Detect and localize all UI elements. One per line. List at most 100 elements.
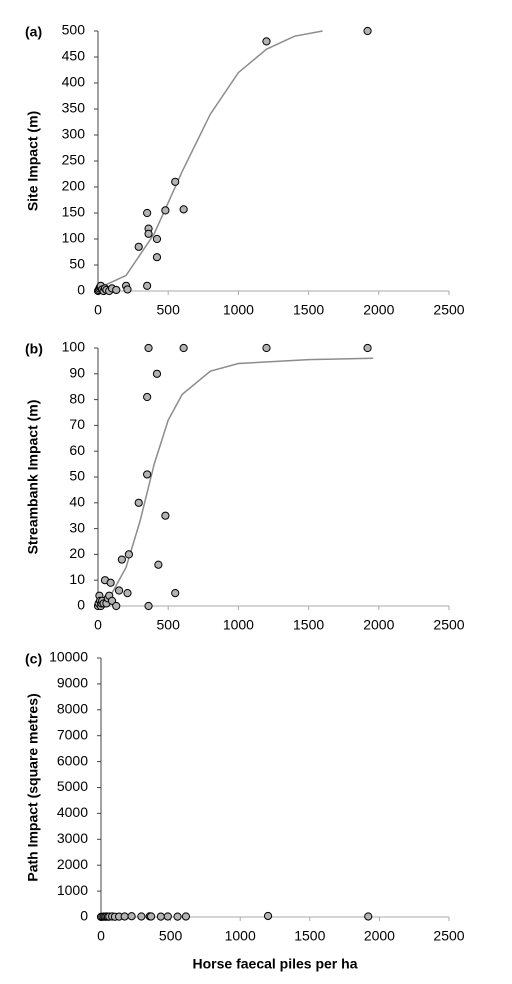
- data-point: [144, 229, 153, 238]
- data-point: [262, 37, 271, 46]
- y-tick-label: 3000: [57, 830, 88, 846]
- x-axis-label: Horse faecal piles per ha: [193, 956, 358, 972]
- fit-curve: [97, 30, 323, 290]
- data-point: [161, 206, 170, 215]
- y-tick-label: 6000: [57, 752, 88, 768]
- x-tick-label: 2500: [433, 928, 464, 944]
- data-point: [171, 589, 180, 598]
- y-tick-label: 0: [77, 282, 85, 298]
- data-point: [179, 343, 188, 353]
- data-point: [173, 912, 182, 921]
- y-tick-label: 150: [62, 204, 86, 220]
- data-point: [112, 601, 121, 611]
- data-point: [114, 586, 124, 595]
- data-point: [152, 253, 162, 262]
- y-tick-label: 350: [62, 100, 86, 116]
- y-tick-label: 500: [62, 22, 86, 38]
- data-point: [143, 470, 152, 479]
- y-axis-label: Streambank Impact (m): [25, 400, 41, 555]
- x-tick-label: 1000: [223, 617, 254, 633]
- y-tick-label: 0: [80, 908, 88, 924]
- data-point: [134, 498, 143, 507]
- y-tick-label: 80: [69, 390, 85, 406]
- x-tick-label: 2000: [363, 617, 394, 633]
- data-point: [152, 234, 162, 244]
- y-tick-label: 100: [62, 230, 86, 246]
- y-tick-label: 30: [69, 519, 85, 535]
- data-point: [179, 205, 188, 214]
- data-point: [262, 343, 271, 353]
- y-axis-label: Site Impact (m): [25, 111, 41, 211]
- y-tick-label: 10: [69, 571, 85, 587]
- y-tick-label: 90: [69, 365, 85, 381]
- x-tick-label: 1000: [223, 302, 254, 318]
- y-axis-label: Path Impact (square metres): [25, 693, 41, 881]
- data-point: [106, 578, 115, 587]
- data-point: [161, 511, 170, 520]
- data-point: [123, 285, 132, 294]
- x-tick-label: 1500: [293, 302, 324, 318]
- data-point: [112, 285, 121, 295]
- data-point: [120, 912, 129, 921]
- y-tick-label: 70: [69, 416, 85, 432]
- y-tick-label: 450: [62, 48, 86, 64]
- x-tick-label: 0: [94, 617, 102, 633]
- data-point: [263, 911, 273, 921]
- y-tick-label: 250: [62, 152, 86, 168]
- y-tick-label: 50: [69, 256, 85, 272]
- x-tick-label: 500: [157, 617, 181, 633]
- panel-label: (c): [25, 651, 42, 667]
- y-tick-label: 60: [69, 442, 85, 458]
- x-tick-label: 2500: [433, 617, 464, 633]
- x-tick-label: 500: [157, 302, 181, 318]
- data-point: [181, 912, 191, 921]
- data-point: [143, 208, 152, 218]
- x-tick-label: 2000: [363, 302, 394, 318]
- y-tick-label: 1000: [57, 882, 88, 898]
- y-tick-label: 10000: [49, 649, 88, 665]
- data-point: [117, 555, 126, 564]
- x-tick-label: 0: [94, 302, 102, 318]
- y-tick-label: 400: [62, 74, 86, 90]
- y-tick-label: 5000: [57, 778, 88, 794]
- data-point: [152, 369, 162, 378]
- x-tick-label: 0: [97, 928, 105, 944]
- data-point: [163, 912, 172, 921]
- data-point: [363, 26, 372, 36]
- data-point: [143, 392, 152, 402]
- y-tick-label: 8000: [57, 701, 88, 717]
- x-tick-label: 1500: [294, 928, 325, 944]
- y-tick-label: 7000: [57, 726, 88, 742]
- data-point: [123, 589, 132, 598]
- x-tick-label: 500: [159, 928, 183, 944]
- y-tick-label: 4000: [57, 804, 88, 820]
- data-point: [147, 912, 156, 921]
- panel-label: (a): [25, 24, 42, 40]
- data-point: [107, 596, 117, 605]
- y-tick-label: 40: [69, 494, 85, 510]
- x-tick-label: 2500: [433, 302, 464, 318]
- data-point: [144, 343, 153, 353]
- y-tick-label: 100: [62, 339, 86, 355]
- y-tick-label: 2000: [57, 856, 88, 872]
- y-tick-label: 20: [69, 545, 85, 561]
- data-point: [127, 912, 136, 921]
- fit-curve: [97, 357, 374, 606]
- data-point: [171, 177, 180, 186]
- data-point: [364, 912, 373, 921]
- data-point: [156, 912, 165, 921]
- data-point: [134, 242, 143, 251]
- data-point: [143, 281, 152, 290]
- x-tick-label: 2000: [364, 928, 395, 944]
- data-point: [124, 550, 133, 559]
- y-tick-label: 200: [62, 178, 86, 194]
- y-tick-label: 9000: [57, 675, 88, 691]
- x-tick-label: 1000: [225, 928, 256, 944]
- y-tick-label: 300: [62, 126, 86, 142]
- data-point: [137, 912, 146, 921]
- data-point: [144, 601, 153, 611]
- y-tick-label: 0: [77, 597, 85, 613]
- data-point: [154, 560, 163, 569]
